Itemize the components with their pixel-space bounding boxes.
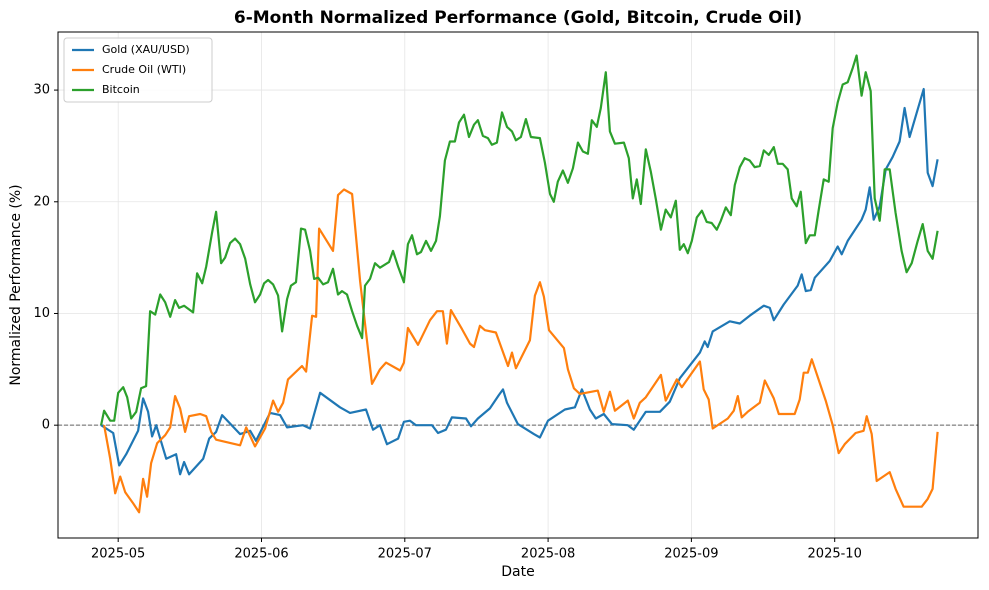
plot-frame bbox=[57, 31, 979, 539]
series-line bbox=[100, 54, 939, 426]
y-tick-label: 10 bbox=[33, 306, 50, 321]
chart-title: 6-Month Normalized Performance (Gold, Bi… bbox=[234, 8, 802, 28]
legend: Gold (XAU/USD) Crude Oil (WTI) Bitcoin bbox=[63, 37, 213, 103]
y-tick-label: 0 bbox=[42, 418, 50, 433]
legend-label: Bitcoin bbox=[102, 83, 140, 96]
legend-label: Crude Oil (WTI) bbox=[102, 63, 186, 76]
x-tick-label: 2025-08 bbox=[521, 547, 575, 562]
series-line bbox=[103, 188, 939, 514]
y-tick-label: 20 bbox=[33, 194, 50, 209]
legend-label: Gold (XAU/USD) bbox=[102, 43, 190, 56]
legend-box bbox=[63, 37, 213, 103]
x-axis-label: Date bbox=[501, 564, 534, 580]
y-axis-label: Normalized Performance (%) bbox=[8, 184, 24, 385]
x-tick-label: 2025-10 bbox=[808, 547, 862, 562]
x-tick-label: 2025-09 bbox=[664, 547, 718, 562]
series-line bbox=[100, 87, 939, 476]
x-tick-label: 2025-05 bbox=[91, 547, 145, 562]
x-tick-label: 2025-06 bbox=[234, 547, 288, 562]
y-tick-label: 30 bbox=[33, 83, 50, 98]
x-tick-label: 2025-07 bbox=[378, 547, 432, 562]
